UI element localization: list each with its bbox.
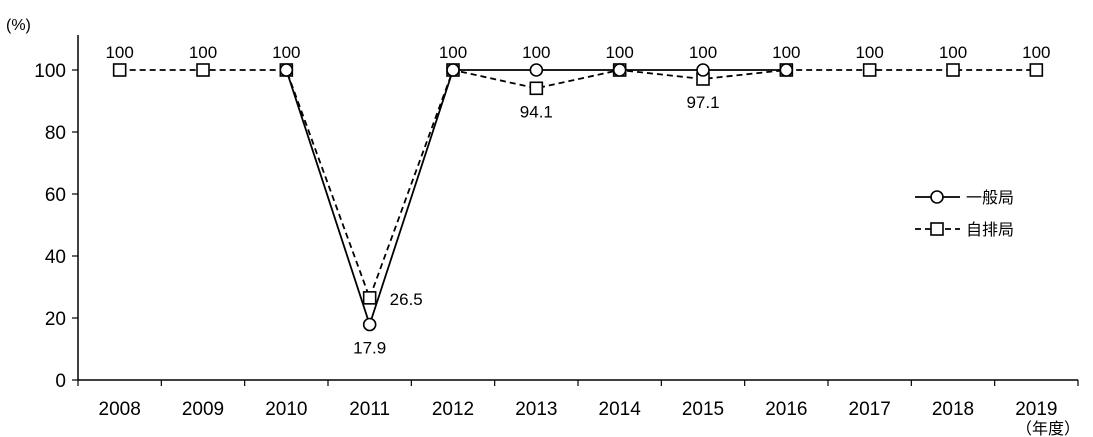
- data-label: 100: [272, 43, 300, 62]
- x-tick-label: 2008: [99, 399, 141, 420]
- circle-marker: [779, 63, 794, 77]
- circle-marker: [612, 63, 627, 77]
- data-label: 100: [522, 43, 550, 62]
- data-label: 17.9: [353, 339, 386, 358]
- data-label: 97.1: [686, 93, 719, 112]
- data-label: 100: [855, 43, 883, 62]
- square-marker: [1029, 63, 1044, 77]
- x-tick-label: 2011: [349, 399, 390, 420]
- y-tick-label: 40: [45, 247, 66, 268]
- data-label: 100: [689, 43, 717, 62]
- x-tick-label: 2015: [682, 399, 724, 420]
- legend-circle-marker: [930, 190, 944, 204]
- x-tick-label: 2018: [932, 399, 974, 420]
- data-label: 100: [439, 43, 467, 62]
- square-marker: [362, 291, 377, 305]
- square-marker: [196, 63, 210, 77]
- x-unit-label: （年度）: [1016, 420, 1080, 437]
- y-tick-label: 20: [45, 309, 66, 330]
- square-marker: [862, 63, 877, 77]
- square-marker: [529, 81, 544, 96]
- square-marker: [112, 63, 127, 77]
- x-tick-label: 2014: [599, 399, 642, 420]
- circle-marker: [446, 63, 460, 77]
- data-labels: 100 100 100 26.5 17.9 100 100 94.1 100 100 97.1 100…: [105, 43, 1050, 358]
- legend-label: 一般局: [966, 189, 1014, 207]
- y-tick-label: 60: [45, 185, 66, 206]
- axes: 0 20 40 60 80 100 2008 2009 2010 2011 2012 2013 2014…: [34, 35, 1079, 420]
- y-tick-label: 100: [34, 61, 66, 82]
- square-marker: [946, 63, 960, 77]
- data-label: 100: [939, 43, 967, 62]
- x-tick-label: 2016: [765, 399, 807, 420]
- x-tick-label: 2009: [182, 399, 224, 420]
- y-tick-label: 0: [55, 371, 66, 392]
- data-label: 100: [772, 43, 800, 62]
- circle-marker: [529, 63, 544, 77]
- x-tick-label: 2017: [849, 399, 891, 420]
- x-tick-label: 2012: [432, 399, 474, 420]
- data-label: 100: [605, 43, 633, 62]
- legend-square-marker: [930, 222, 944, 236]
- x-tick-label: 2019: [1015, 399, 1057, 420]
- circle-marker: [696, 63, 710, 77]
- data-label: 94.1: [520, 102, 553, 121]
- x-tick-label: 2010: [265, 399, 307, 420]
- x-tick-label: 2013: [515, 399, 557, 420]
- series-layer: [112, 63, 1044, 332]
- series-line-jihai: [119, 68, 1037, 301]
- data-label: 26.5: [390, 290, 423, 309]
- data-label: 100: [1022, 43, 1050, 62]
- y-tick-label: 80: [45, 123, 66, 144]
- legend-label: 自排局: [966, 221, 1014, 239]
- y-unit-label: (%): [6, 17, 31, 34]
- data-label: 100: [189, 43, 217, 62]
- circle-marker: [362, 317, 377, 332]
- circle-marker: [279, 63, 294, 77]
- data-label: 100: [105, 43, 133, 62]
